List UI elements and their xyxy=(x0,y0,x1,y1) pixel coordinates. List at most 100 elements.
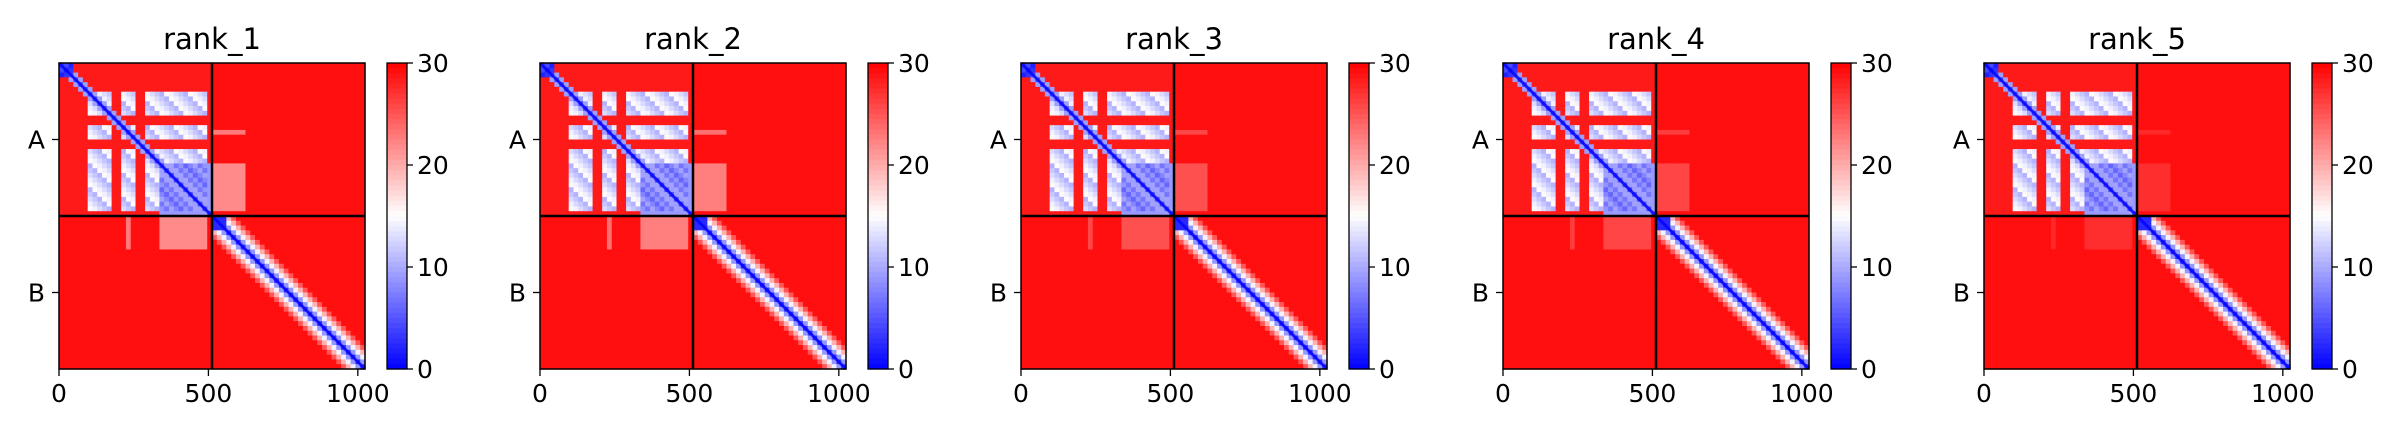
heatmap-cell xyxy=(630,110,637,117)
heatmap-cell xyxy=(269,292,275,298)
heatmap-cell xyxy=(135,187,141,193)
colorbar-segment xyxy=(387,63,407,69)
heatmap-cell xyxy=(592,72,598,78)
heatmap-cell xyxy=(240,86,247,93)
heatmap-cell xyxy=(202,263,208,270)
heatmap-cell xyxy=(130,201,137,208)
heatmap-cell xyxy=(231,206,237,212)
heatmap-cell xyxy=(616,82,622,88)
heatmap-cell xyxy=(173,182,180,188)
heatmap-cell xyxy=(307,330,314,337)
heatmap-cell xyxy=(731,91,737,98)
heatmap-cell xyxy=(78,292,84,298)
heatmap-cell xyxy=(68,192,74,198)
heatmap-cell xyxy=(59,354,65,361)
heatmap-cell xyxy=(121,259,127,265)
heatmap-cell xyxy=(92,129,98,136)
heatmap-cell xyxy=(82,129,89,136)
heatmap-cell xyxy=(216,249,223,255)
heatmap-cell xyxy=(111,72,117,78)
heatmap-cell xyxy=(350,321,357,327)
heatmap-cell xyxy=(207,311,213,318)
heatmap-cell xyxy=(592,106,598,112)
heatmap-cell xyxy=(283,230,290,236)
heatmap-cell xyxy=(317,282,323,289)
heatmap-cell xyxy=(341,297,347,303)
heatmap-cell xyxy=(207,359,213,365)
heatmap-cell xyxy=(145,125,151,131)
heatmap-cell xyxy=(345,220,352,227)
heatmap-cell xyxy=(759,96,766,102)
heatmap-cell xyxy=(283,349,290,356)
heatmap-cell xyxy=(197,249,204,255)
heatmap-cell xyxy=(121,168,127,174)
heatmap-cell xyxy=(240,259,247,265)
heatmap-cell xyxy=(755,91,761,98)
heatmap-cell xyxy=(78,287,84,294)
heatmap-cell xyxy=(540,82,546,88)
heatmap-cell xyxy=(774,96,780,102)
heatmap-cell xyxy=(226,206,232,212)
heatmap-cell xyxy=(102,115,108,121)
heatmap-cell xyxy=(597,77,603,83)
heatmap-cell xyxy=(207,354,213,361)
heatmap-cell xyxy=(264,149,270,155)
heatmap-cell xyxy=(755,96,761,102)
heatmap-cell xyxy=(111,249,117,255)
heatmap-cell xyxy=(192,192,199,198)
heatmap-cell xyxy=(355,278,361,284)
heatmap-cell xyxy=(240,82,247,88)
heatmap-cell xyxy=(336,268,342,274)
heatmap-cell xyxy=(321,225,328,231)
heatmap-cell xyxy=(202,254,208,260)
heatmap-cell xyxy=(221,77,227,83)
heatmap-cell xyxy=(250,321,256,327)
heatmap-cell xyxy=(587,101,594,107)
heatmap-cell xyxy=(274,216,280,222)
heatmap-cell xyxy=(250,297,256,303)
heatmap-cell xyxy=(587,77,594,83)
heatmap-cell xyxy=(183,259,189,265)
heatmap-cell xyxy=(145,129,151,136)
heatmap-cell xyxy=(130,67,137,74)
heatmap-cell xyxy=(231,192,237,198)
heatmap-cell xyxy=(736,110,742,117)
heatmap-cell xyxy=(116,345,122,351)
heatmap-cell xyxy=(326,192,333,198)
heatmap-cell xyxy=(212,263,218,270)
heatmap-cell xyxy=(326,273,333,279)
heatmap-cell xyxy=(288,72,294,78)
heatmap-cell xyxy=(298,259,304,265)
heatmap-cell xyxy=(188,235,194,241)
heatmap-cell xyxy=(331,321,337,327)
heatmap-cell xyxy=(82,225,89,231)
heatmap-cell xyxy=(293,125,299,131)
heatmap-cell xyxy=(826,86,833,93)
heatmap-cell xyxy=(740,86,747,93)
heatmap-cell xyxy=(293,182,299,188)
heatmap-cell xyxy=(82,96,89,102)
heatmap-cell xyxy=(278,330,285,337)
heatmap-cell xyxy=(231,139,237,145)
heatmap-cell xyxy=(73,96,79,102)
heatmap-cell xyxy=(573,101,579,107)
heatmap-cell xyxy=(336,282,342,289)
heatmap-cell xyxy=(288,311,294,318)
heatmap-cell xyxy=(312,225,318,231)
heatmap-cell xyxy=(731,115,737,121)
heatmap-cell xyxy=(255,106,261,112)
heatmap-cell xyxy=(235,278,242,284)
heatmap-cell xyxy=(350,297,357,303)
heatmap-cell xyxy=(317,340,323,346)
heatmap-cell xyxy=(298,196,304,203)
heatmap-cell xyxy=(240,292,247,298)
heatmap-cell xyxy=(159,235,165,241)
heatmap-cell xyxy=(149,206,156,212)
heatmap-cell xyxy=(326,86,333,93)
heatmap-cell xyxy=(293,120,299,126)
heatmap-cell xyxy=(568,120,575,126)
heatmap-cell xyxy=(59,254,65,260)
heatmap-cell xyxy=(341,216,347,222)
heatmap-cell xyxy=(659,77,665,83)
